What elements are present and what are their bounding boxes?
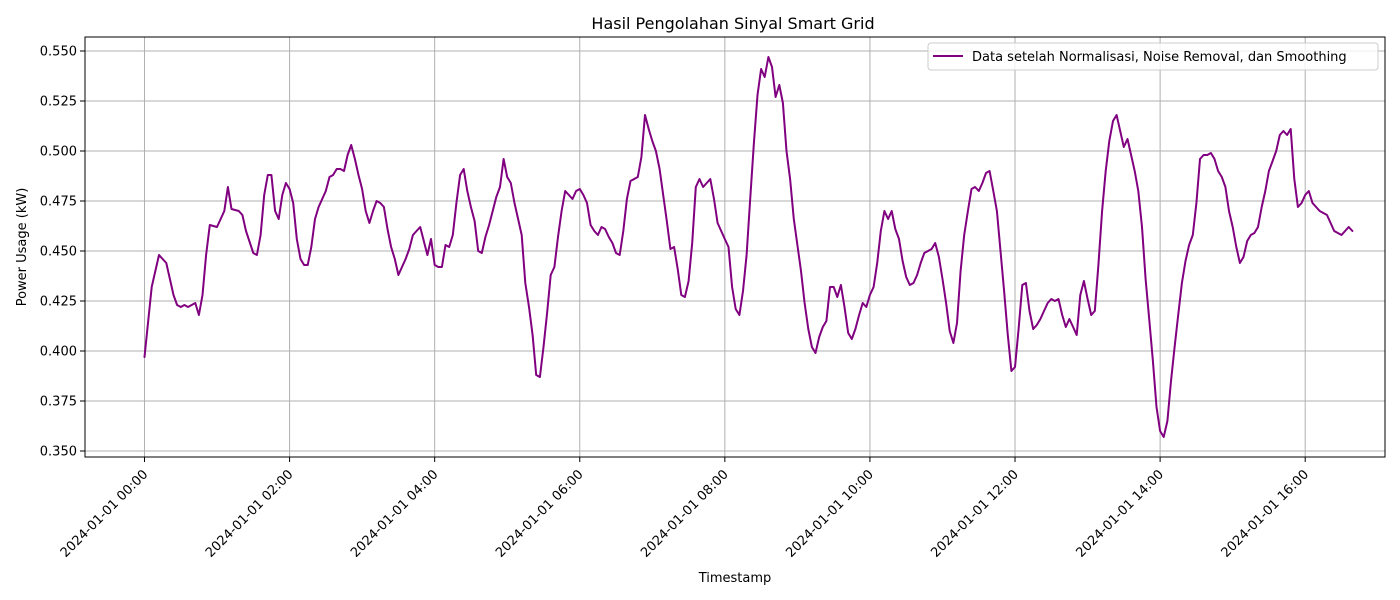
y-axis: 0.350 0.375 0.400 0.425 0.450 0.475 0.500 0.525… [40, 45, 85, 460]
legend-box [927, 42, 1379, 71]
plot-frame [84, 36, 1386, 458]
chart-title: Hasil Pengolahan Sinyal Smart Grid [591, 14, 874, 33]
y-tick-label: 0.350 [40, 445, 77, 460]
series-layer [143, 56, 1354, 438]
y-axis-title: Power Usage (kW) [15, 188, 30, 307]
legend: Data setelah Normalisasi, Noise Removal,… [927, 42, 1379, 71]
y-tick-label: 0.400 [40, 345, 77, 360]
y-tick-label: 0.525 [40, 95, 77, 110]
y-tick-label: 0.450 [40, 245, 77, 260]
x-axis-title: Timestamp [698, 571, 772, 586]
y-tick-label: 0.425 [40, 295, 77, 310]
y-tick-label: 0.550 [40, 45, 77, 60]
y-tick-label: 0.375 [40, 395, 77, 410]
series-line [143, 56, 1354, 438]
y-tick-label: 0.475 [40, 195, 77, 210]
legend-label: Data setelah Normalisasi, Noise Removal,… [972, 50, 1347, 65]
y-tick-label: 0.500 [40, 145, 77, 160]
